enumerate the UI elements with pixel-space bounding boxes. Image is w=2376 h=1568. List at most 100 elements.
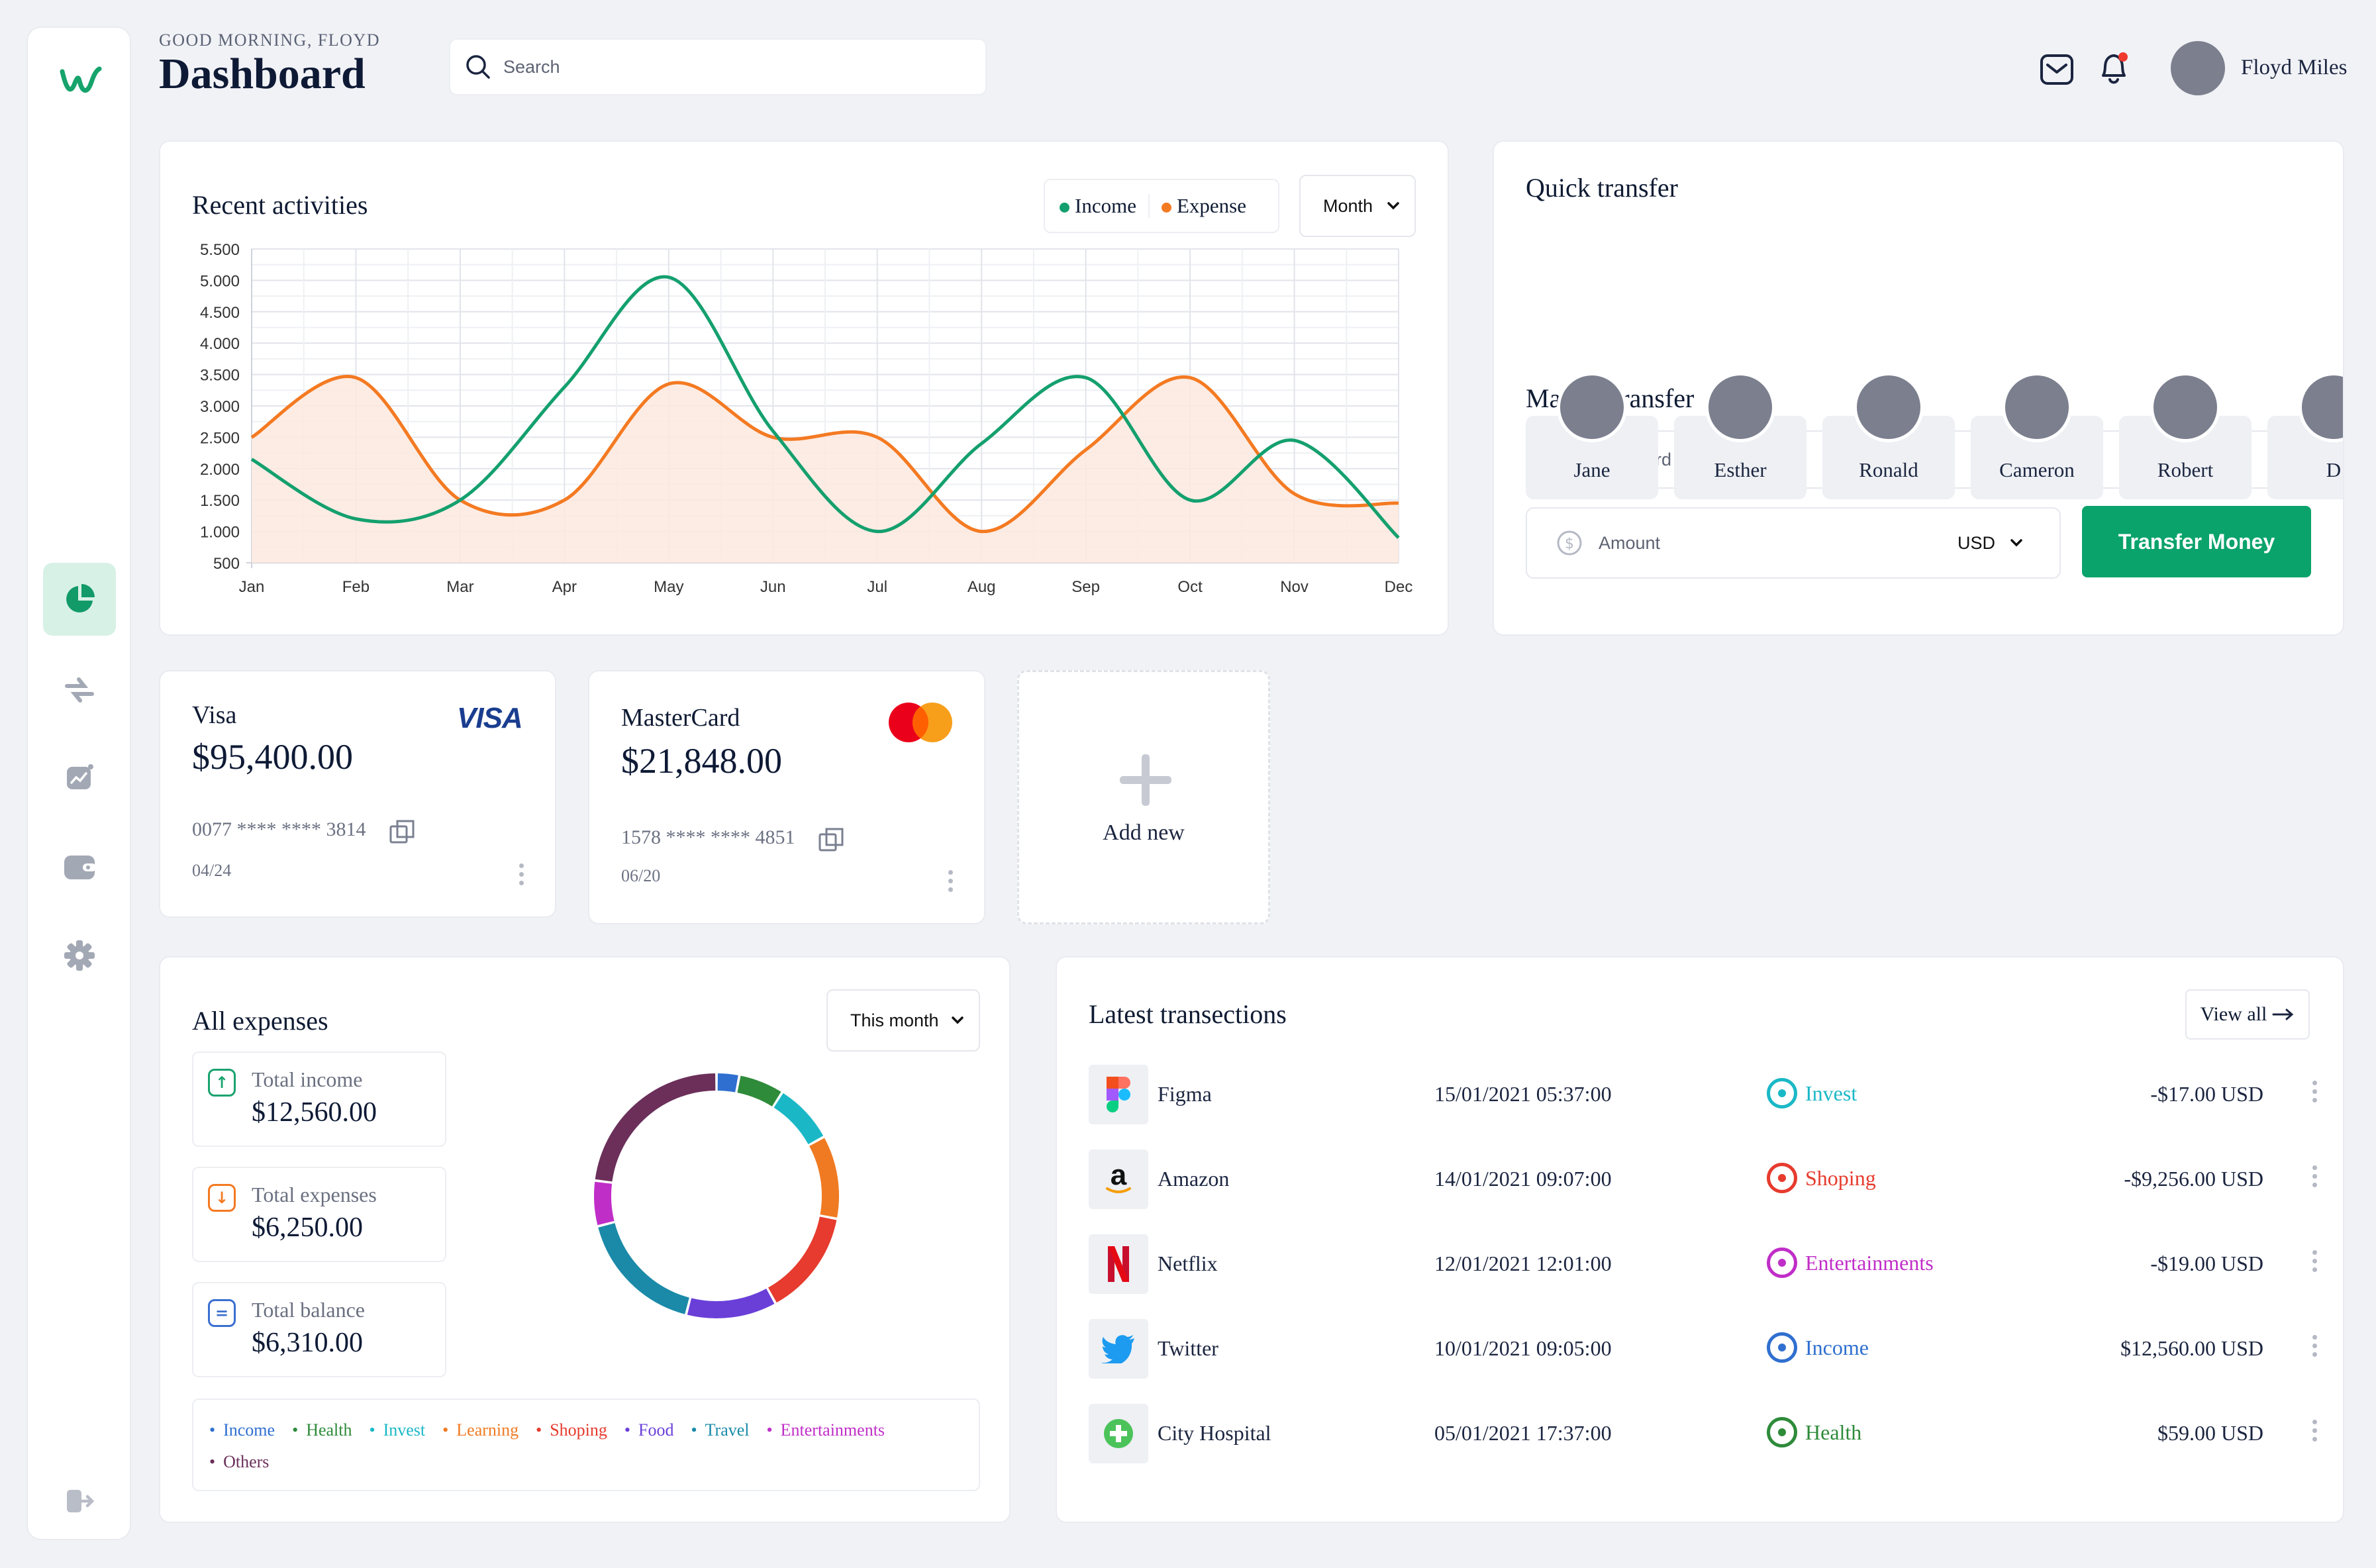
sidebar-item-dashboard[interactable] [43, 563, 116, 636]
copy-icon[interactable] [818, 826, 845, 853]
sidebar-item-analytics[interactable] [43, 742, 116, 814]
legend-item-food[interactable]: • Food [624, 1414, 674, 1446]
donut-slice-learning[interactable] [809, 1138, 839, 1218]
sidebar-item-settings[interactable] [43, 919, 116, 992]
donut-slice-income[interactable] [717, 1073, 738, 1093]
user-name[interactable]: Floyd Miles [2241, 56, 2348, 79]
transaction-row[interactable]: Twitter 10/01/2021 09:05:00 Income $12,560.… [1089, 1319, 2323, 1379]
currency-select[interactable]: USD [1957, 533, 2023, 554]
x-tick-label: Jul [867, 578, 887, 596]
card-menu-icon[interactable] [947, 870, 954, 892]
chart-legend: Income Expense [1044, 179, 1279, 233]
legend-item-income[interactable]: • Income [209, 1414, 275, 1446]
category-label: Shoping [1805, 1165, 1876, 1190]
transaction-merchant: Twitter [1158, 1336, 1218, 1360]
page-title: Dashboard [159, 50, 366, 98]
quick-transfer-contact[interactable]: Esther [1674, 372, 1807, 499]
quick-transfer-contact[interactable]: Ronald [1822, 372, 1955, 499]
transfer-money-button[interactable]: Transfer Money [2082, 506, 2311, 577]
add-new-card-button[interactable]: Add new [1017, 670, 1270, 924]
x-tick-label: Oct [1177, 578, 1203, 596]
donut-slice-health[interactable] [737, 1075, 781, 1107]
user-avatar[interactable] [2171, 41, 2225, 95]
row-menu-icon[interactable] [2311, 1165, 2318, 1187]
quick-transfer-contact[interactable]: Jane [1526, 372, 1658, 499]
bell-icon [2102, 52, 2128, 84]
legend-item-health[interactable]: • Health [292, 1414, 352, 1446]
expenses-period-select[interactable]: This month [826, 989, 980, 1052]
quick-transfer-contact[interactable]: D [2267, 372, 2343, 499]
notifications-button[interactable] [2095, 49, 2132, 89]
transaction-row[interactable]: Figma 15/01/2021 05:37:00 Invest -$17.00 US… [1089, 1065, 2323, 1124]
plus-icon [1120, 754, 1171, 806]
x-tick-label: Nov [1280, 578, 1309, 596]
period-select[interactable]: Month [1299, 175, 1416, 237]
card-number: 1578 **** **** 4851 [621, 826, 795, 848]
visa-card[interactable]: Visa $95,400.00 VISA 0077 **** **** 3814… [159, 670, 556, 918]
period-select-value: Month [1323, 195, 1373, 216]
stat-value: $6,310.00 [252, 1328, 363, 1358]
transaction-merchant: Amazon [1158, 1167, 1230, 1191]
y-tick-label: 2.000 [200, 461, 240, 479]
card-balance: $21,848.00 [621, 741, 782, 781]
donut-slice-food[interactable] [687, 1289, 775, 1318]
x-tick-label: Apr [552, 578, 577, 596]
chevron-down-icon [952, 1016, 964, 1024]
contact-name: D [2326, 458, 2342, 481]
transaction-row[interactable]: a Amazon 14/01/2021 09:07:00 Shoping -$9,256… [1089, 1150, 2323, 1209]
currency-value: USD [1957, 532, 1996, 553]
view-all-button[interactable]: View all [2185, 989, 2310, 1040]
legend-item-learning[interactable]: • Learning [442, 1414, 519, 1446]
legend-label: Learning [456, 1420, 519, 1440]
sidebar-item-wallet[interactable] [43, 830, 116, 903]
row-menu-icon[interactable] [2311, 1335, 2318, 1357]
quick-transfer-contact[interactable]: Cameron [1971, 372, 2103, 499]
category-ring-icon [1767, 1163, 1797, 1193]
card-menu-icon[interactable] [518, 863, 524, 885]
x-tick-label: Sep [1071, 578, 1100, 596]
app-logo[interactable] [57, 56, 105, 103]
transactions-title: Latest transections [1089, 999, 1287, 1029]
legend-item-shoping[interactable]: • Shoping [536, 1414, 607, 1446]
legend-item-travel[interactable]: • Travel [691, 1414, 749, 1446]
copy-icon[interactable] [389, 818, 416, 845]
arrow-right-icon [2272, 1008, 2294, 1020]
line-chart: 5.500 5.000 4.500 4.000 3.500 3.000 2.500 2.000… [200, 241, 1412, 596]
category-label: Income [1805, 1335, 1869, 1359]
donut-slice-shoping[interactable] [767, 1216, 837, 1303]
avatar [2150, 372, 2220, 442]
legend-item-invest[interactable]: • Invest [370, 1414, 426, 1446]
row-menu-icon[interactable] [2311, 1420, 2318, 1442]
y-tick-label: 3.000 [200, 398, 240, 416]
avatar [2299, 372, 2343, 442]
transaction-amount: $59.00 USD [2157, 1421, 2263, 1445]
mail-button[interactable] [2038, 50, 2075, 87]
y-tick-label: 1.000 [200, 524, 240, 542]
contact-name: Ronald [1859, 458, 1918, 481]
legend-income[interactable]: Income [1060, 194, 1150, 218]
legend-item-others[interactable]: • Others [209, 1446, 269, 1478]
quick-transfer-contact[interactable]: Robert [2119, 372, 2252, 499]
card-expiry: 06/20 [621, 866, 661, 885]
donut-slice-invest[interactable] [773, 1093, 824, 1145]
search-input[interactable] [503, 56, 954, 77]
transaction-row[interactable]: Netflix 12/01/2021 12:01:00 Entertainments… [1089, 1234, 2323, 1294]
transaction-row[interactable]: City Hospital 05/01/2021 17:37:00 Health $5… [1089, 1404, 2323, 1463]
sidebar-item-transfers[interactable] [43, 653, 116, 726]
mastercard-card[interactable]: MasterCard $21,848.00 1578 **** **** 485… [588, 670, 985, 924]
transaction-date: 15/01/2021 05:37:00 [1434, 1082, 1612, 1106]
search-bar[interactable] [449, 38, 987, 95]
legend-expense[interactable]: Expense [1161, 194, 1246, 218]
transaction-amount: -$9,256.00 USD [2124, 1167, 2263, 1191]
y-tick-label: 1.500 [200, 492, 240, 510]
sidebar-item-logout[interactable] [43, 1465, 116, 1538]
donut-slice-travel[interactable] [598, 1222, 690, 1314]
legend-item-entertainments[interactable]: • Entertainments [767, 1414, 885, 1446]
amount-field[interactable]: $ Amount USD [1526, 507, 2061, 579]
donut-slice-entertainments[interactable] [594, 1181, 615, 1226]
donut-slice-others[interactable] [595, 1073, 716, 1182]
row-menu-icon[interactable] [2311, 1250, 2318, 1272]
row-menu-icon[interactable] [2311, 1081, 2318, 1102]
visa-logo: VISA [457, 702, 523, 734]
sidebar [26, 26, 131, 1540]
